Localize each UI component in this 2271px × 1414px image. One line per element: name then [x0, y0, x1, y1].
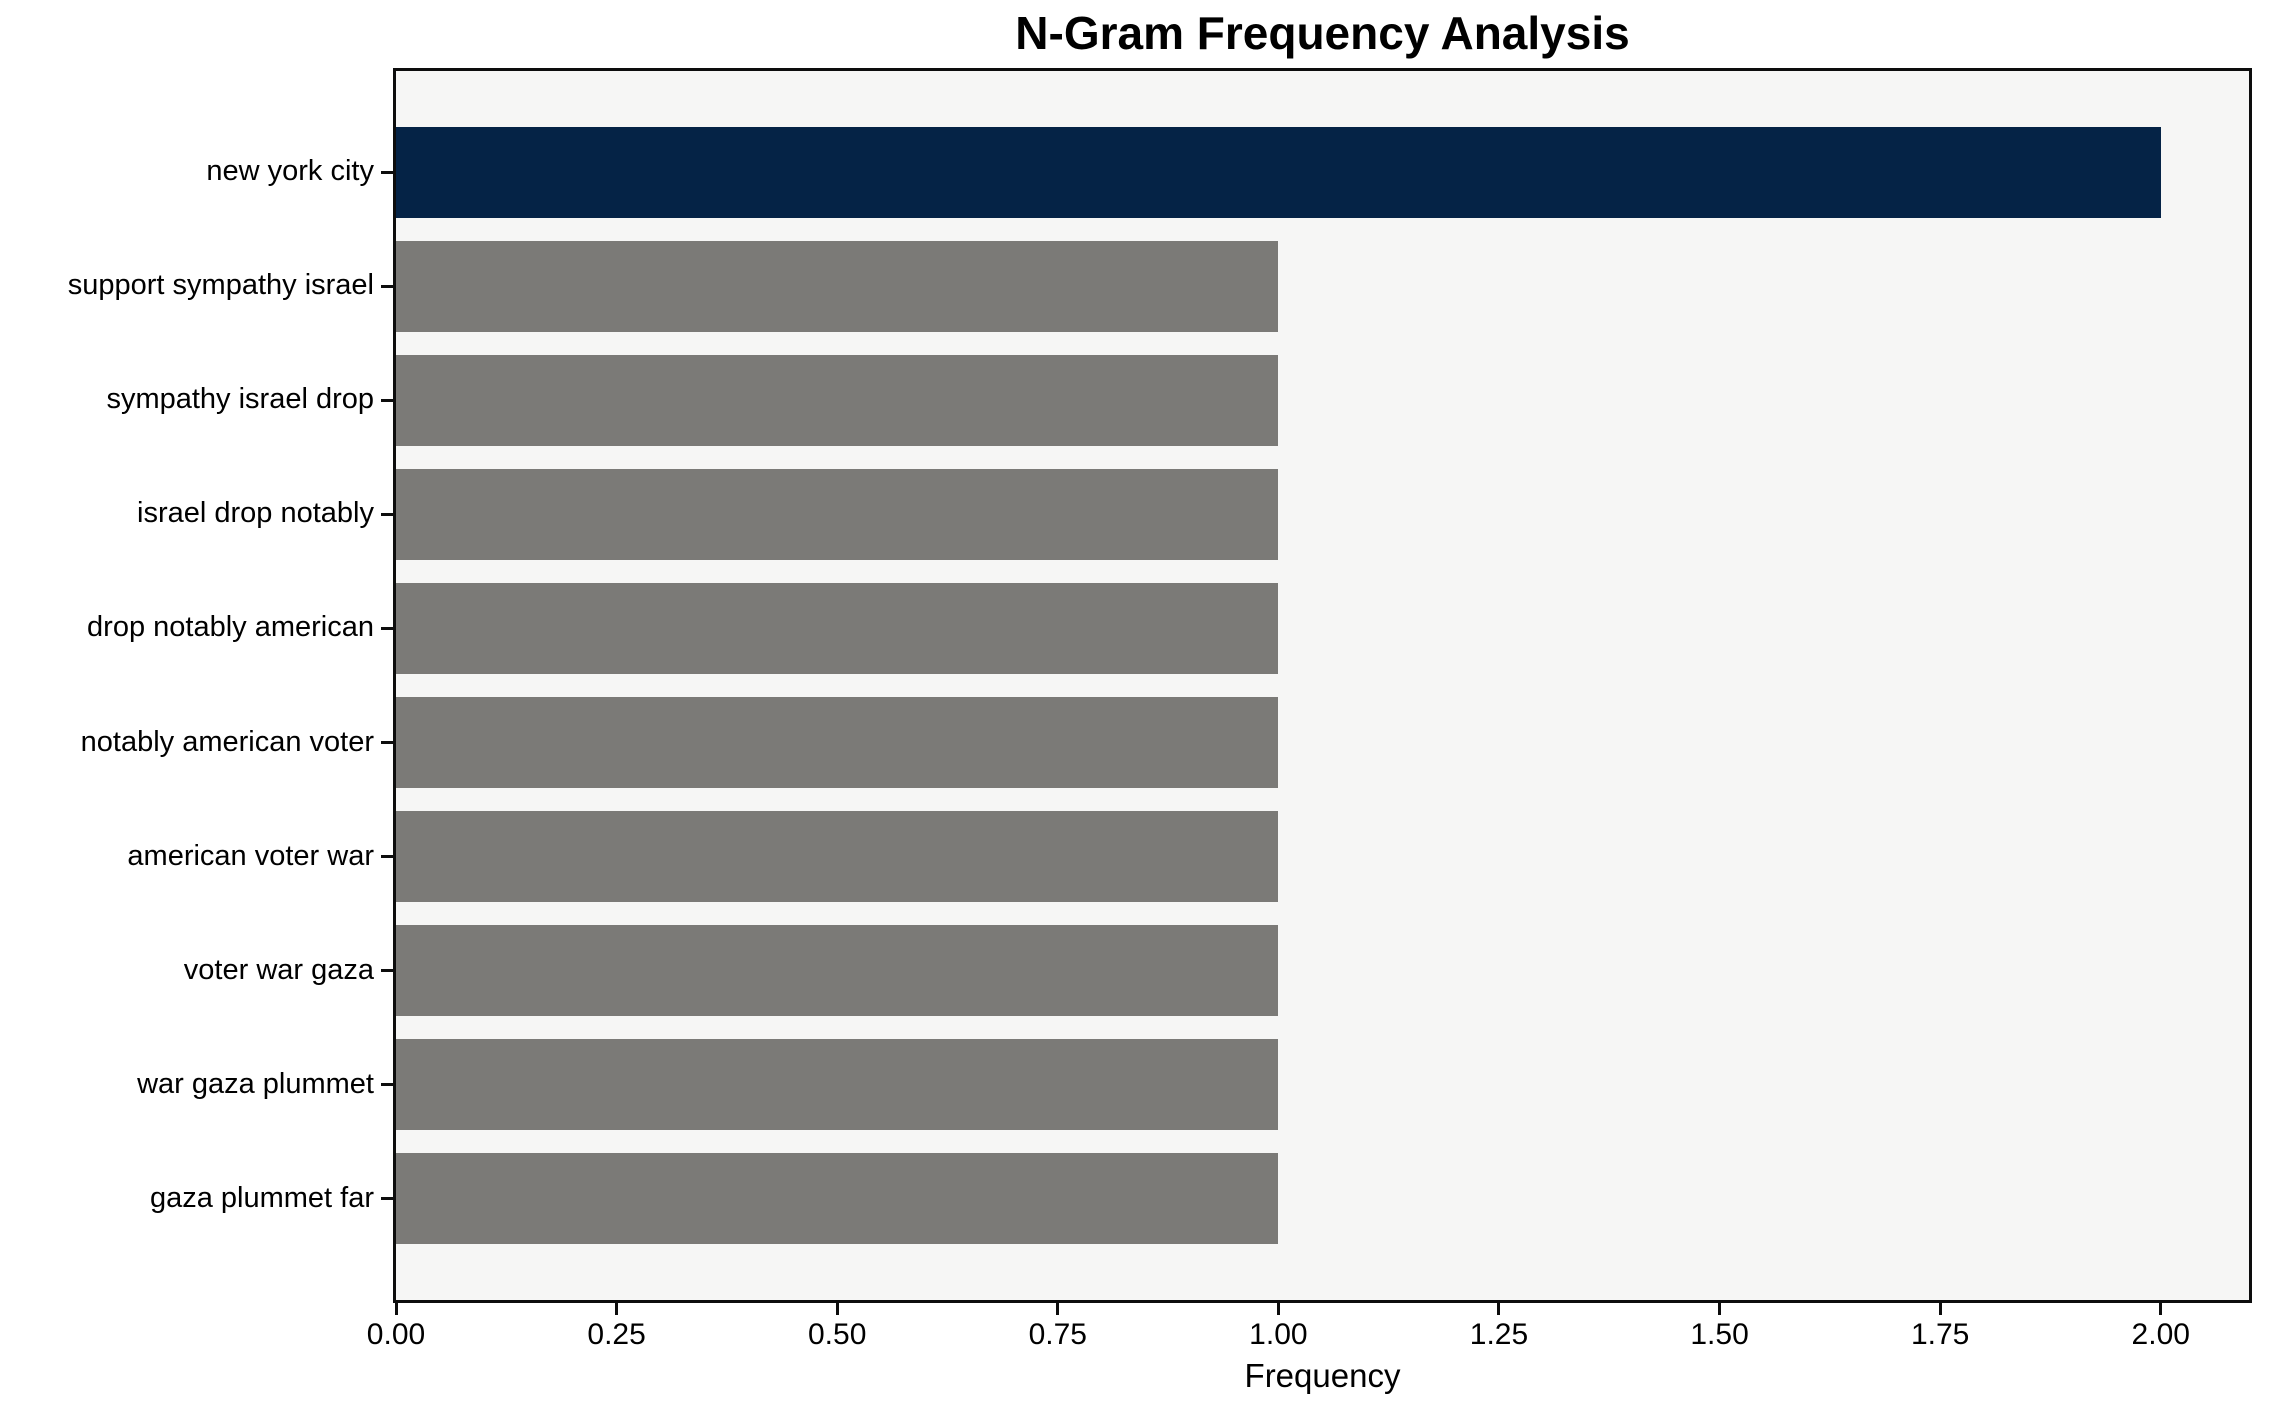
y-tick-label: voter war gaza [183, 953, 374, 986]
y-tick-mark [381, 512, 393, 516]
chart-title: N-Gram Frequency Analysis [1015, 7, 1630, 59]
bar [396, 1152, 1279, 1245]
y-tick-mark [381, 741, 393, 744]
y-tick-label: sympathy israel drop [106, 383, 374, 416]
x-tick-mark [2159, 1300, 2163, 1315]
x-tick-mark [1276, 1300, 1280, 1315]
y-tick-mark [381, 969, 393, 973]
y-tick-label: drop notably american [87, 611, 374, 644]
bar [396, 696, 1279, 789]
y-tick-label: american voter war [127, 839, 374, 872]
bar [396, 354, 1279, 447]
x-tick-label: 0.50 [807, 1318, 867, 1351]
x-tick-mark [615, 1300, 619, 1315]
x-tick-label: 1.25 [1469, 1318, 1529, 1351]
y-tick-label: support sympathy israel [67, 269, 374, 302]
bar [396, 240, 1279, 333]
plot-area [393, 68, 2252, 1303]
x-tick-mark [394, 1300, 398, 1315]
x-tick-mark [1497, 1300, 1501, 1315]
x-axis-label: Frequency [1244, 1357, 1401, 1394]
x-tick-label: 1.75 [1910, 1318, 1970, 1351]
x-tick-label: 0.75 [1028, 1318, 1087, 1351]
y-tick-label: war gaza plummet [137, 1067, 374, 1100]
x-tick-mark [1056, 1300, 1060, 1315]
bar [396, 582, 1279, 675]
y-tick-mark [381, 626, 393, 630]
x-tick-mark [1718, 1300, 1722, 1315]
y-tick-mark [381, 170, 393, 174]
bar [396, 1038, 1279, 1131]
y-tick-mark [381, 1197, 393, 1201]
bar [396, 924, 1279, 1017]
bar [396, 468, 1279, 561]
bar [396, 810, 1279, 903]
x-tick-label: 0.25 [587, 1318, 646, 1351]
x-tick-label: 1.00 [1249, 1318, 1308, 1351]
y-tick-label: new york city [206, 155, 374, 188]
x-tick-mark [1938, 1300, 1942, 1315]
y-tick-mark [381, 398, 393, 402]
x-tick-label: 0.00 [366, 1318, 426, 1351]
y-tick-mark [381, 284, 393, 288]
y-tick-mark [381, 1083, 393, 1087]
y-tick-mark [381, 855, 393, 858]
x-tick-label: 1.50 [1690, 1318, 1749, 1351]
y-tick-label: notably american voter [80, 725, 374, 758]
x-tick-mark [835, 1300, 839, 1315]
y-tick-label: israel drop notably [137, 497, 374, 530]
bar [396, 126, 2161, 219]
y-tick-label: gaza plummet far [149, 1181, 374, 1214]
x-tick-label: 2.00 [2131, 1318, 2190, 1351]
